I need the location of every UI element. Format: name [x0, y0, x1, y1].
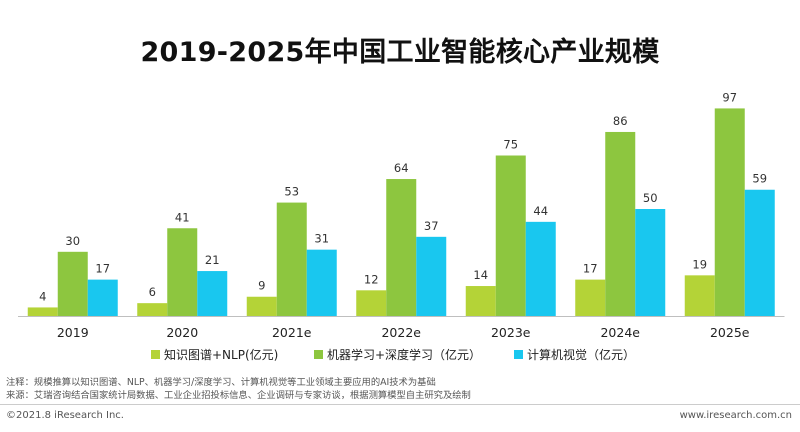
value-label-2020-series-1: 6 — [149, 285, 156, 299]
legend: 知识图谱+NLP(亿元) 机器学习+深度学习（亿元） 计算机视觉（亿元） — [151, 347, 635, 362]
bar-2022e-series-3 — [416, 236, 447, 316]
value-label-2021e-series-1: 9 — [258, 279, 265, 293]
x-tick-label-2019: 2019 — [57, 325, 89, 340]
bar-2022e-series-1 — [356, 290, 387, 316]
bar-2025e-series-3 — [744, 189, 775, 316]
footnotes: 注释：规模推算以知识图谱、NLP、机器学习/深度学习、计算机视觉等工业领域主要应… — [6, 377, 471, 402]
value-label-2023e-series-3: 44 — [533, 204, 548, 218]
source-line: 来源：艾瑞咨询结合国家统计局数据、工业企业招投标信息、企业调研与专家访谈，根据测… — [6, 389, 471, 401]
bar-2021e-series-2 — [276, 202, 307, 316]
bar-2019-series-3 — [87, 279, 118, 316]
legend-label-2: 机器学习+深度学习（亿元） — [327, 347, 481, 362]
value-label-2025e-series-3: 59 — [752, 172, 767, 186]
legend-swatch-3 — [514, 350, 523, 359]
bar-2024e-series-2 — [605, 131, 636, 316]
value-label-2024e-series-1: 17 — [583, 262, 598, 276]
value-label-2025e-series-1: 19 — [692, 257, 707, 271]
bar-2023e-series-2 — [495, 155, 526, 316]
bar-2020-series-1 — [137, 303, 168, 316]
x-tick-label-2020: 2020 — [166, 325, 198, 340]
bar-2023e-series-1 — [465, 286, 496, 316]
bar-2021e-series-1 — [246, 296, 277, 316]
bar-2023e-series-3 — [525, 221, 556, 316]
bar-chart: 430176412195331126437147544178650199759 … — [18, 90, 785, 362]
value-label-2019-series-1: 4 — [39, 289, 46, 303]
legend-label-1: 知识图谱+NLP(亿元) — [164, 347, 278, 362]
chart-title: 2019-2025年中国工业智能核心产业规模 — [140, 37, 660, 68]
value-label-2023e-series-2: 75 — [503, 138, 518, 152]
value-label-2021e-series-2: 53 — [284, 185, 299, 199]
x-tick-labels-layer: 2019 2020 2021e 2022e 2023e 2024e 2025e — [57, 325, 750, 340]
legend-swatch-1 — [151, 350, 160, 359]
value-labels-layer: 4 30 17 6 41 21 9 53 31 12 64 37 14 75 44 17 86 50 19 97 59 — [39, 90, 767, 303]
value-label-2019-series-3: 17 — [95, 262, 110, 276]
value-label-2023e-series-1: 14 — [473, 268, 488, 282]
x-tick-label-2024e: 2024e — [600, 325, 640, 340]
value-label-2022e-series-1: 12 — [364, 272, 379, 286]
bar-2020-series-3 — [197, 271, 228, 316]
legend-swatch-2 — [314, 350, 323, 359]
value-label-2020-series-2: 41 — [175, 210, 190, 224]
bar-2019-series-1 — [27, 307, 58, 316]
bar-2021e-series-3 — [306, 249, 337, 316]
x-tick-label-2023e: 2023e — [491, 325, 531, 340]
copyright-text: ©2021.8 iResearch Inc. — [6, 410, 124, 421]
value-label-2024e-series-2: 86 — [613, 114, 628, 128]
value-label-2025e-series-2: 97 — [722, 90, 737, 104]
bar-2020-series-2 — [167, 228, 198, 316]
value-label-2020-series-3: 21 — [205, 253, 220, 267]
x-tick-label-2021e: 2021e — [272, 325, 312, 340]
bar-2022e-series-2 — [386, 179, 417, 316]
bar-2025e-series-2 — [714, 108, 745, 316]
footer-divider — [0, 404, 800, 405]
website-text: www.iresearch.com.cn — [679, 410, 792, 421]
value-label-2022e-series-3: 37 — [424, 219, 439, 233]
x-tick-label-2025e: 2025e — [710, 325, 750, 340]
value-label-2022e-series-2: 64 — [394, 161, 409, 175]
bar-2025e-series-1 — [684, 275, 715, 316]
value-label-2019-series-2: 30 — [65, 234, 80, 248]
value-label-2021e-series-3: 31 — [314, 232, 329, 246]
note-line: 注释：规模推算以知识图谱、NLP、机器学习/深度学习、计算机视觉等工业领域主要应… — [6, 377, 436, 388]
bar-2024e-series-1 — [575, 279, 606, 316]
legend-label-3: 计算机视觉（亿元） — [527, 347, 635, 362]
bar-2019-series-2 — [57, 251, 88, 316]
bars-layer — [27, 108, 775, 316]
bar-2024e-series-3 — [635, 209, 666, 316]
x-tick-label-2022e: 2022e — [381, 325, 421, 340]
value-label-2024e-series-3: 50 — [643, 191, 658, 205]
